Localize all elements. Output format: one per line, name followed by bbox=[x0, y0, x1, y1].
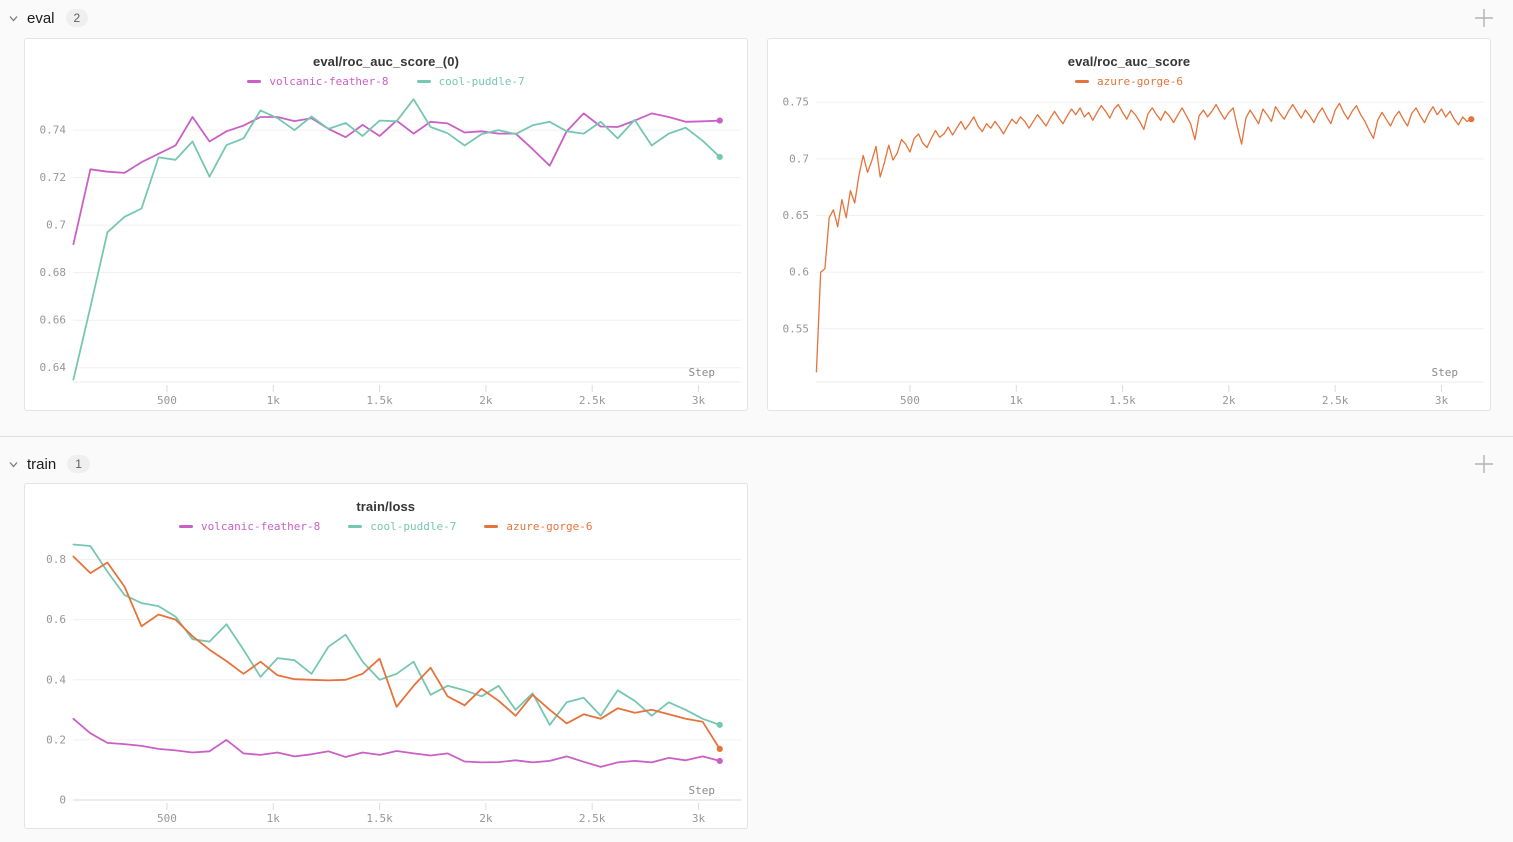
svg-text:3k: 3k bbox=[1435, 394, 1449, 407]
legend-run-name: cool-puddle-7 bbox=[438, 75, 525, 88]
svg-text:2.5k: 2.5k bbox=[579, 812, 606, 825]
chart-legend: volcanic-feather-8 cool-puddle-7 azure-gor… bbox=[179, 520, 592, 533]
legend-run-name: volcanic-feather-8 bbox=[269, 75, 389, 88]
svg-text:0: 0 bbox=[59, 794, 66, 807]
legend-swatch bbox=[416, 80, 431, 83]
legend-item: cool-puddle-7 bbox=[348, 520, 456, 533]
legend-run-name: azure-gorge-6 bbox=[1096, 75, 1184, 88]
section-divider bbox=[0, 436, 1513, 437]
svg-text:0.6: 0.6 bbox=[789, 266, 809, 279]
svg-text:500: 500 bbox=[900, 394, 920, 407]
plus-icon[interactable] bbox=[1471, 451, 1497, 477]
svg-text:0.66: 0.66 bbox=[40, 314, 67, 327]
chart-plot-area[interactable]: 0.55 0.6 0.65 0.7 0.75 500 1k 1.5k 2k 2.5k 3k Step bbox=[768, 88, 1490, 418]
legend-item: azure-gorge-6 bbox=[1074, 75, 1184, 88]
legend-swatch bbox=[484, 525, 499, 528]
legend-swatch bbox=[1074, 80, 1089, 83]
svg-text:2k: 2k bbox=[479, 812, 493, 825]
legend-run-name: volcanic-feather-8 bbox=[201, 520, 321, 533]
chevron-down-icon[interactable] bbox=[6, 11, 20, 25]
chart-title: eval/roc_auc_score_(0) bbox=[312, 54, 459, 69]
svg-text:1k: 1k bbox=[267, 812, 281, 825]
section-title: train bbox=[27, 455, 57, 473]
chart-plot-area[interactable]: 0.64 0.66 0.68 0.7 0.72 0.74 500 1k 1.5k 2k 2.5k 3k… bbox=[25, 88, 747, 418]
svg-text:0.2: 0.2 bbox=[46, 733, 66, 746]
legend-item: volcanic-feather-8 bbox=[247, 75, 389, 88]
svg-text:1.5k: 1.5k bbox=[366, 394, 393, 407]
svg-text:1.5k: 1.5k bbox=[1109, 394, 1136, 407]
svg-text:2.5k: 2.5k bbox=[579, 394, 606, 407]
chart-legend: volcanic-feather-8 cool-puddle-7 bbox=[247, 75, 525, 88]
svg-text:0.7: 0.7 bbox=[789, 152, 809, 165]
legend-item: volcanic-feather-8 bbox=[179, 520, 320, 533]
chart-plot-area[interactable]: 0 0.2 0.4 0.6 0.8 500 1k 1.5k 2k 2.5k 3k Step bbox=[25, 533, 747, 836]
panel-row: train/loss volcanic-feather-8 cool-puddle… bbox=[0, 481, 1513, 829]
section-header-eval: eval 2 bbox=[0, 0, 1513, 36]
legend-item: azure-gorge-6 bbox=[484, 520, 592, 533]
svg-text:1k: 1k bbox=[1010, 394, 1024, 407]
svg-text:3k: 3k bbox=[692, 394, 706, 407]
panel-count-badge: 2 bbox=[65, 9, 89, 27]
chart-canvas[interactable]: 0.55 0.6 0.65 0.7 0.75 500 1k 1.5k 2k 2.5k 3k Step bbox=[776, 90, 1498, 412]
section-header-train: train 1 bbox=[0, 437, 1513, 481]
chevron-down-icon[interactable] bbox=[6, 457, 20, 471]
svg-text:0.74: 0.74 bbox=[40, 124, 67, 137]
svg-text:0.65: 0.65 bbox=[783, 209, 810, 222]
svg-text:1.5k: 1.5k bbox=[366, 812, 393, 825]
svg-text:0.6: 0.6 bbox=[46, 613, 66, 626]
chart-canvas[interactable]: 0 0.2 0.4 0.6 0.8 500 1k 1.5k 2k 2.5k 3k Step bbox=[33, 535, 755, 830]
chart-panel[interactable]: train/loss volcanic-feather-8 cool-puddle… bbox=[24, 483, 748, 829]
svg-text:500: 500 bbox=[157, 812, 177, 825]
section-title: eval bbox=[27, 9, 55, 27]
legend-run-name: cool-puddle-7 bbox=[370, 520, 457, 533]
plus-icon[interactable] bbox=[1471, 5, 1497, 31]
svg-text:0.68: 0.68 bbox=[40, 266, 67, 279]
svg-text:0.55: 0.55 bbox=[783, 322, 810, 335]
svg-text:1k: 1k bbox=[267, 394, 281, 407]
svg-text:0.7: 0.7 bbox=[46, 219, 66, 232]
section-eval: eval 2 eval/roc_auc_score_(0) volcanic-f… bbox=[0, 0, 1513, 411]
svg-text:Step: Step bbox=[1432, 366, 1459, 379]
svg-text:0.72: 0.72 bbox=[40, 171, 67, 184]
svg-text:2k: 2k bbox=[1222, 394, 1236, 407]
legend-run-name: azure-gorge-6 bbox=[506, 520, 593, 533]
svg-text:0.75: 0.75 bbox=[783, 96, 810, 109]
svg-text:2k: 2k bbox=[479, 394, 493, 407]
svg-text:3k: 3k bbox=[692, 812, 706, 825]
legend-swatch bbox=[179, 525, 194, 528]
svg-text:0.64: 0.64 bbox=[40, 361, 67, 374]
chart-panel[interactable]: eval/roc_auc_score azure-gorge-6 0.55 0.6… bbox=[767, 38, 1491, 411]
svg-text:2.5k: 2.5k bbox=[1322, 394, 1349, 407]
svg-text:0.4: 0.4 bbox=[46, 673, 66, 686]
chart-title: eval/roc_auc_score bbox=[1067, 54, 1191, 69]
svg-text:Step: Step bbox=[689, 784, 716, 797]
legend-swatch bbox=[247, 80, 262, 83]
section-train: train 1 train/loss volcanic-feather-8 coo… bbox=[0, 437, 1513, 829]
panel-count-badge: 1 bbox=[67, 455, 90, 473]
svg-text:500: 500 bbox=[157, 394, 177, 407]
chart-title: train/loss bbox=[356, 499, 416, 514]
legend-item: cool-puddle-7 bbox=[416, 75, 525, 88]
panel-row: eval/roc_auc_score_(0) volcanic-feather-… bbox=[0, 36, 1513, 411]
svg-text:Step: Step bbox=[689, 366, 716, 379]
chart-legend: azure-gorge-6 bbox=[1074, 75, 1184, 88]
chart-panel[interactable]: eval/roc_auc_score_(0) volcanic-feather-… bbox=[24, 38, 748, 411]
chart-canvas[interactable]: 0.64 0.66 0.68 0.7 0.72 0.74 500 1k 1.5k 2k 2.5k 3k… bbox=[33, 90, 755, 412]
legend-swatch bbox=[348, 525, 363, 528]
svg-text:0.8: 0.8 bbox=[46, 553, 66, 566]
